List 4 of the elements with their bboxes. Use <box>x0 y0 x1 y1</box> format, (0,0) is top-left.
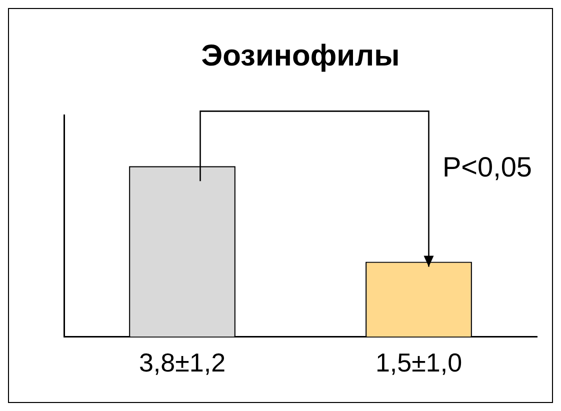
chart-title: Эозинофилы <box>201 39 400 72</box>
x-tick-label: 3,8±1,2 <box>138 348 226 378</box>
annotation: P<0,05 <box>442 152 532 183</box>
x-tick-label: 1,5±1,0 <box>375 348 462 378</box>
